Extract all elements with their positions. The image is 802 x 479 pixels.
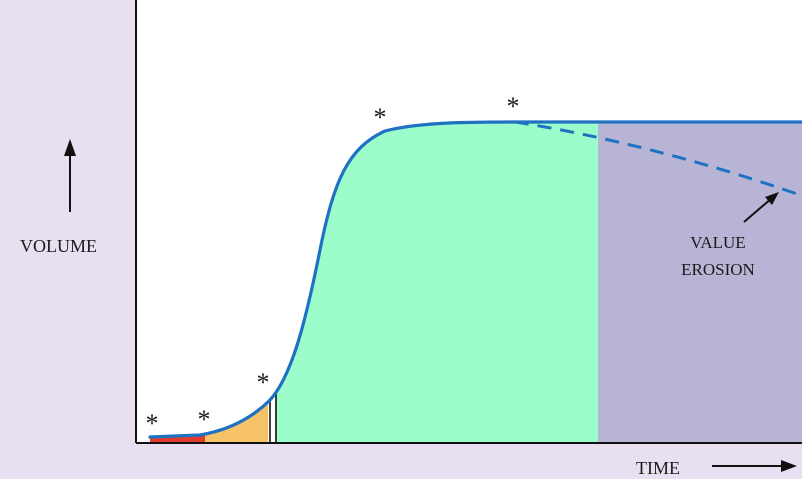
- phase-region-green: [276, 122, 598, 443]
- erosion-pointer-arrow-shaft: [743, 197, 773, 223]
- phase-region-purple: [598, 122, 802, 443]
- annotation-label-line2: EROSION: [681, 260, 755, 279]
- x-direction-arrow-icon: [781, 460, 797, 472]
- x-axis-label: TIME: [636, 458, 680, 478]
- phase-marker-3: *: [257, 368, 270, 397]
- erosion-pointer-arrow-icon: [765, 192, 779, 205]
- y-direction-arrow-icon: [64, 139, 76, 156]
- phase-marker-1: *: [146, 409, 159, 438]
- value-erosion-curve: [514, 120, 801, 197]
- phase-marker-4: *: [374, 103, 387, 132]
- volume-curve: [148, 120, 802, 439]
- phase-marker-5: *: [507, 92, 520, 121]
- phase-region-orange: [205, 402, 268, 443]
- y-axis-label: VOLUME: [20, 236, 97, 256]
- annotation-label-line1: VALUE: [690, 233, 745, 252]
- phase-marker-2: *: [198, 405, 211, 434]
